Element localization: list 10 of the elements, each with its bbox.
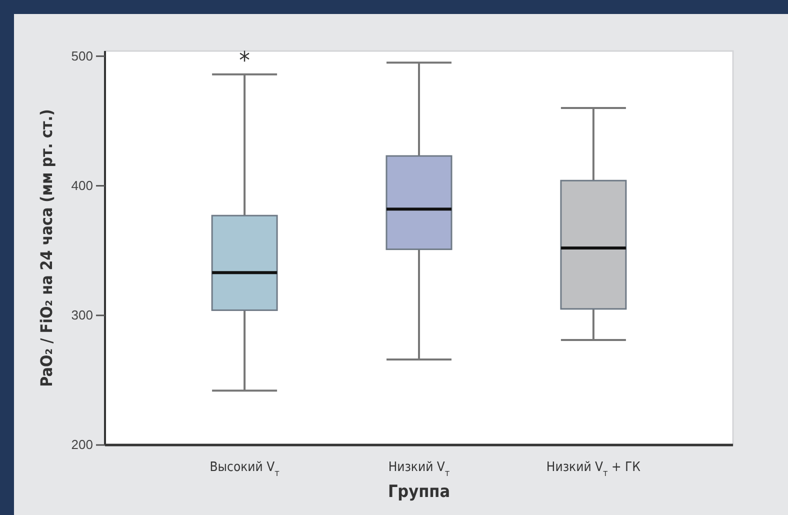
annotation: * [239, 46, 250, 74]
y-tick-label: 400 [71, 178, 93, 193]
y-tick-label: 300 [71, 308, 93, 323]
x-tick-label: Низкий V$_{т}$ + ГК [546, 460, 642, 479]
x-tick-label: Высокий V$_{т}$ [210, 460, 280, 479]
y-tick-label: 200 [71, 437, 93, 452]
y-tick-label: 500 [71, 48, 93, 64]
y-axis-title: PaO₂ / FiO₂ на 24 часа (мм рт. ст.) [37, 109, 56, 387]
x-axis-title: Группа [388, 482, 450, 502]
x-tick-label: Низкий V$_{т}$ [388, 460, 450, 479]
